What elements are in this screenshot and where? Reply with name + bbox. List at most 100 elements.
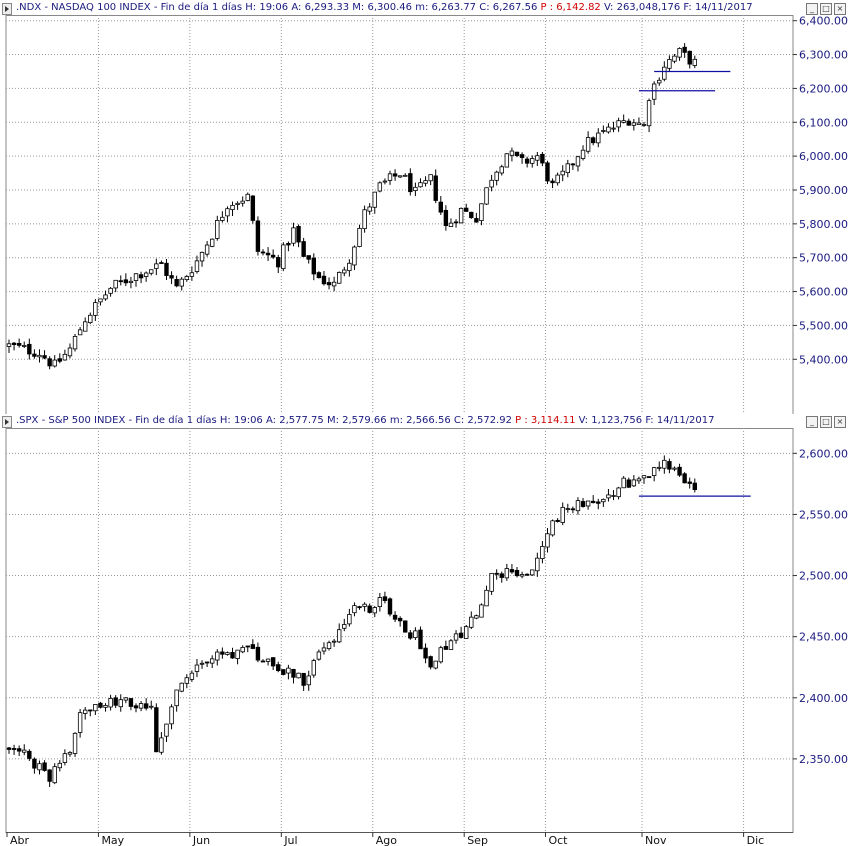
candle-body xyxy=(42,762,47,771)
candle-body xyxy=(382,596,388,601)
candle-body xyxy=(565,163,570,173)
candle-body xyxy=(6,747,12,750)
ndx-open: 6,293.33 xyxy=(304,2,350,13)
candle-body xyxy=(362,603,367,607)
candle-body xyxy=(47,358,52,367)
candle-body xyxy=(433,660,438,669)
candle-body xyxy=(601,498,606,503)
candle-body xyxy=(108,287,113,294)
candle-body xyxy=(474,615,479,619)
candle-body xyxy=(636,122,642,125)
candle-body xyxy=(657,466,662,469)
candle-body xyxy=(342,624,347,629)
candle-body xyxy=(276,664,281,672)
ndx-volume: 263,048,176 xyxy=(616,2,681,13)
candle-body xyxy=(448,640,454,650)
candle-body xyxy=(215,220,220,239)
candle-body xyxy=(270,254,276,258)
spx-date: 14/11/2017 xyxy=(656,415,715,426)
candle-body xyxy=(662,459,667,469)
candle-body xyxy=(631,122,637,126)
candle-body xyxy=(585,137,591,152)
candle-body xyxy=(6,343,12,347)
candle-body xyxy=(616,487,621,498)
y-tick-label: 2,600.00 xyxy=(799,447,848,460)
candle-body xyxy=(199,251,205,262)
candle-body xyxy=(204,661,210,664)
candle-body xyxy=(62,353,68,361)
y-tick-label: 5,700.00 xyxy=(799,252,848,265)
candle-body xyxy=(291,227,296,244)
candle-body xyxy=(641,124,647,126)
x-axis: Abr May Jun Jul Ago Sep Oct Nov Dic xyxy=(6,832,793,846)
candle-body xyxy=(606,126,611,133)
close-icon[interactable]: × xyxy=(834,416,846,428)
candle-body xyxy=(27,343,32,355)
candle-body xyxy=(255,220,261,252)
candle-body xyxy=(489,572,494,592)
candle-body xyxy=(367,206,372,212)
candle-body xyxy=(326,642,332,650)
candle-body xyxy=(103,294,108,300)
candle-body xyxy=(524,573,530,576)
candle-body xyxy=(677,48,682,58)
candle-body xyxy=(149,269,154,274)
x-tick-label: Abr xyxy=(10,834,30,846)
expand-arrow-icon[interactable] xyxy=(2,416,12,428)
spx-chart[interactable]: 2,600.00 2,550.00 2,500.00 2,450.00 2,400.00… xyxy=(0,428,850,833)
candle-body xyxy=(67,752,73,755)
candle-body xyxy=(662,66,667,80)
candle-body xyxy=(138,703,144,709)
y-tick-label: 2,500.00 xyxy=(799,570,848,583)
candle-body xyxy=(245,193,250,201)
candle-body xyxy=(469,616,474,628)
candle-body xyxy=(438,201,443,213)
candle-body xyxy=(316,272,322,279)
candle-body xyxy=(194,260,200,272)
candle-body xyxy=(27,750,32,759)
y-tick-label: 5,500.00 xyxy=(799,319,848,332)
candle-body xyxy=(392,614,398,620)
candle-body xyxy=(667,59,672,69)
spx-header: .SPX - S&P 500 INDEX - Fin de día 1 días… xyxy=(0,414,850,428)
candle-body xyxy=(585,500,591,507)
candle-body xyxy=(260,660,266,663)
minimize-icon[interactable]: _ xyxy=(806,416,818,428)
maximize-icon[interactable]: □ xyxy=(820,3,832,15)
y-tick-label: 6,100.00 xyxy=(799,116,848,129)
candle-body xyxy=(555,174,560,184)
candle-body xyxy=(514,569,520,577)
candle-body xyxy=(570,163,576,166)
maximize-icon[interactable]: □ xyxy=(820,416,832,428)
candle-body xyxy=(103,705,108,708)
candle-body xyxy=(11,748,17,750)
candle-body xyxy=(458,207,464,224)
candle-body xyxy=(560,506,565,523)
candle-body xyxy=(469,211,474,219)
candle-body xyxy=(682,473,687,484)
expand-arrow-icon[interactable] xyxy=(2,3,12,15)
candle-body xyxy=(377,182,383,192)
close-icon[interactable]: × xyxy=(834,3,846,15)
spx-symbol: .SPX - S&P 500 INDEX - Fin de día 1 días xyxy=(16,415,217,426)
candle-body xyxy=(88,709,93,712)
candle-body xyxy=(575,156,581,167)
candle-body xyxy=(169,706,174,725)
minimize-icon[interactable]: _ xyxy=(806,3,818,15)
candle-body xyxy=(37,763,42,771)
candle-body xyxy=(93,704,98,712)
candle-body xyxy=(98,702,103,708)
candle-body xyxy=(458,632,464,638)
ndx-chart[interactable]: 6,400.00 6,300.00 6,200.00 6,100.00 6,000.00… xyxy=(0,15,850,415)
ndx-hour: 19:06 xyxy=(259,2,289,13)
candle-body xyxy=(484,589,489,607)
candle-body xyxy=(606,494,611,499)
candle-body xyxy=(113,697,118,706)
candle-body xyxy=(545,162,550,182)
candle-body xyxy=(174,279,179,287)
candle-body xyxy=(184,677,189,684)
candle-body xyxy=(626,479,631,488)
candle-body xyxy=(575,500,581,512)
candle-body xyxy=(250,644,256,649)
candle-body xyxy=(519,154,525,158)
